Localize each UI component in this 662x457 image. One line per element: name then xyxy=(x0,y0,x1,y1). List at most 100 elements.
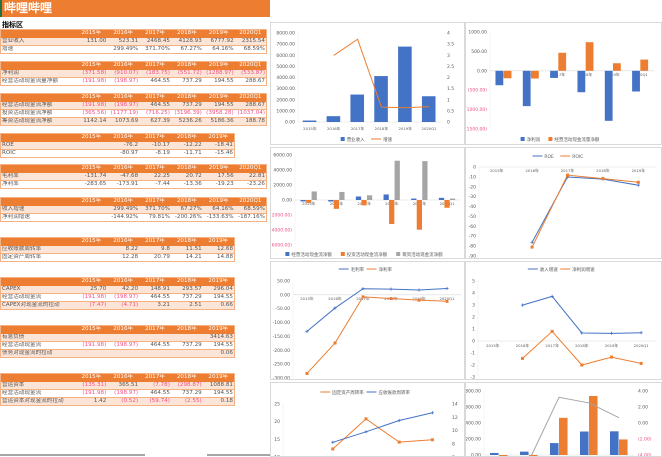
cell-value[interactable]: (198.97) xyxy=(107,341,140,350)
point-净利润增速[interactable] xyxy=(610,355,613,359)
legend-item[interactable]: 投资活动现金流净额 xyxy=(340,251,388,258)
year-header[interactable]: 2016年 xyxy=(107,237,140,246)
year-header[interactable]: 2020Q1 xyxy=(234,164,267,173)
bar-投资活动现金流净额[interactable] xyxy=(306,200,312,203)
point-净利润增速[interactable] xyxy=(521,356,524,360)
bar-投资活动现金流净额[interactable] xyxy=(444,200,450,208)
bar-营业收入[interactable] xyxy=(350,94,365,122)
cell-value[interactable]: -8.19 xyxy=(139,149,171,158)
cell-value[interactable]: (533.87) xyxy=(234,69,267,78)
legend-item[interactable]: 毛利率 xyxy=(338,266,365,273)
year-header[interactable]: 2017年 xyxy=(139,164,171,173)
cell-value[interactable]: 737.29 xyxy=(170,293,203,302)
year-header[interactable]: 2016年 xyxy=(107,277,140,286)
bar-净利润[interactable] xyxy=(632,70,640,92)
year-header[interactable]: 2015年 xyxy=(75,277,108,286)
line-净利率[interactable] xyxy=(306,296,448,374)
cell-value[interactable]: 2315.54 xyxy=(234,37,267,46)
row-label[interactable]: 债务对现金流的拉动 xyxy=(0,349,76,358)
cell-value[interactable]: -144.92% xyxy=(107,213,140,222)
row-label[interactable]: ROIC xyxy=(0,149,76,158)
point-收入增速[interactable] xyxy=(609,331,614,335)
cell-value[interactable]: 42.20 xyxy=(107,285,140,294)
cell-value[interactable]: 299.49% xyxy=(107,45,140,54)
cell-value[interactable]: 194.55 xyxy=(202,341,235,350)
bar-CAPEX[interactable] xyxy=(520,451,529,455)
chart-1[interactable]: 0.00 1000.00 2000.00 3000.00 4000.00 5000.00 6… xyxy=(270,22,465,145)
bar-筹资活动现金流净额[interactable] xyxy=(422,161,428,200)
point-净利率[interactable] xyxy=(305,371,309,375)
cell-value[interactable]: (59.74) xyxy=(139,397,171,406)
cell-value[interactable]: 3414.63 xyxy=(202,333,235,342)
cell-value[interactable]: 194.55 xyxy=(202,101,235,110)
legend-item[interactable]: 应收账款周转率 xyxy=(366,389,411,396)
cell-value[interactable]: -13.36 xyxy=(170,180,203,189)
bar-经营活动现金流净额[interactable] xyxy=(355,196,362,200)
legend-item[interactable]: 净利润 xyxy=(520,136,541,143)
cell-value[interactable]: (7.47) xyxy=(75,301,108,310)
cell-value[interactable]: 3.21 xyxy=(139,301,171,310)
legend-item[interactable]: 增速 xyxy=(371,136,393,143)
point-ROIC[interactable] xyxy=(636,180,640,184)
year-header[interactable]: 2016年 xyxy=(107,373,140,382)
point-毛利率[interactable] xyxy=(305,329,309,333)
cell-value[interactable]: 299.49% xyxy=(107,205,140,214)
legend-item[interactable]: 净利率 xyxy=(366,266,393,273)
bar-营业收入[interactable] xyxy=(326,116,341,122)
row-label[interactable]: 收入增速 xyxy=(0,205,76,214)
point-固定资产周转率[interactable] xyxy=(430,438,434,442)
legend-item[interactable]: 筹资活动现金流净额 xyxy=(396,251,443,258)
row-label[interactable]: 筹资活动现金流净额 xyxy=(0,117,76,126)
year-header[interactable]: 2015年 xyxy=(75,61,108,70)
cell-value[interactable]: 1088.81 xyxy=(202,381,235,390)
year-header[interactable]: 2015年 xyxy=(75,373,108,382)
bar-经营活动现金流量净额[interactable] xyxy=(558,52,567,71)
cell-value[interactable]: 288.67 xyxy=(234,101,267,110)
row-label[interactable]: 经营活动现金流 xyxy=(0,293,76,302)
point-毛利率[interactable] xyxy=(361,287,365,291)
year-header[interactable]: 2018年 xyxy=(170,29,203,38)
cell-value[interactable]: (0.52) xyxy=(107,397,140,406)
row-label[interactable]: 固定资产周转率 xyxy=(0,253,76,262)
year-header[interactable]: 2015年 xyxy=(75,133,108,142)
bar-经营活动现金流[interactable] xyxy=(529,455,538,456)
point-应收账款周转率[interactable] xyxy=(331,440,335,444)
bar-净利润[interactable] xyxy=(577,70,586,93)
cell-value[interactable] xyxy=(75,213,108,222)
cell-value[interactable]: (1288.97) xyxy=(202,69,235,78)
cell-value[interactable]: 20.79 xyxy=(139,253,171,262)
point-应收账款周转率[interactable] xyxy=(397,418,401,423)
row-label[interactable]: 营运资本对现金流的拉动 xyxy=(0,397,76,406)
cell-value[interactable]: (910.07) xyxy=(107,69,140,78)
year-header[interactable]: 2019年 xyxy=(202,133,235,142)
year-header[interactable]: 2018年 xyxy=(170,373,203,382)
line-ROE[interactable] xyxy=(531,176,639,243)
cell-value[interactable]: 22.81 xyxy=(234,172,267,181)
legend-item[interactable]: 固定资产周转率 xyxy=(320,389,364,396)
cell-value[interactable] xyxy=(75,253,108,262)
cell-value[interactable]: (7.78) xyxy=(139,381,171,390)
year-header[interactable]: 2018年 xyxy=(170,164,203,173)
year-header[interactable]: 2016年 xyxy=(107,164,140,173)
cell-value[interactable] xyxy=(75,149,108,158)
chart-7[interactable]: 10 15 20 25 6 8 10 12 14 固定资产周转率 应收账款周转率 xyxy=(270,382,465,457)
chart-6[interactable]: -3 -2 -1 0 1 2 3 4 5 2015年 2016年 2017年 2018年 2019年 202… xyxy=(465,261,662,380)
cell-value[interactable]: (198.97) xyxy=(107,101,140,110)
cell-value[interactable]: -7.44 xyxy=(139,180,171,189)
bar-经营活动现金流净额[interactable] xyxy=(383,194,389,200)
legend-item[interactable]: 经营活动现金流净额 xyxy=(285,251,332,258)
row-label[interactable]: 营运资本 xyxy=(0,381,76,390)
point-ROIC[interactable] xyxy=(530,245,534,249)
cell-value[interactable]: 2.51 xyxy=(170,301,203,310)
cell-value[interactable]: 0.06 xyxy=(202,349,235,358)
cell-value[interactable]: (4.71) xyxy=(107,301,140,310)
bar-经营活动现金流[interactable] xyxy=(499,455,508,456)
bar-投资活动现金流净额[interactable] xyxy=(416,200,422,230)
cell-value[interactable]: 288.67 xyxy=(234,77,267,86)
legend-item[interactable]: ROE xyxy=(532,154,554,160)
cell-value[interactable]: -10.17 xyxy=(139,141,171,150)
point-毛利率[interactable] xyxy=(333,306,337,310)
cell-value[interactable]: 68.59% xyxy=(234,205,267,214)
cell-value[interactable]: 12.68 xyxy=(202,245,235,254)
cell-value[interactable]: 22.25 xyxy=(139,172,171,181)
